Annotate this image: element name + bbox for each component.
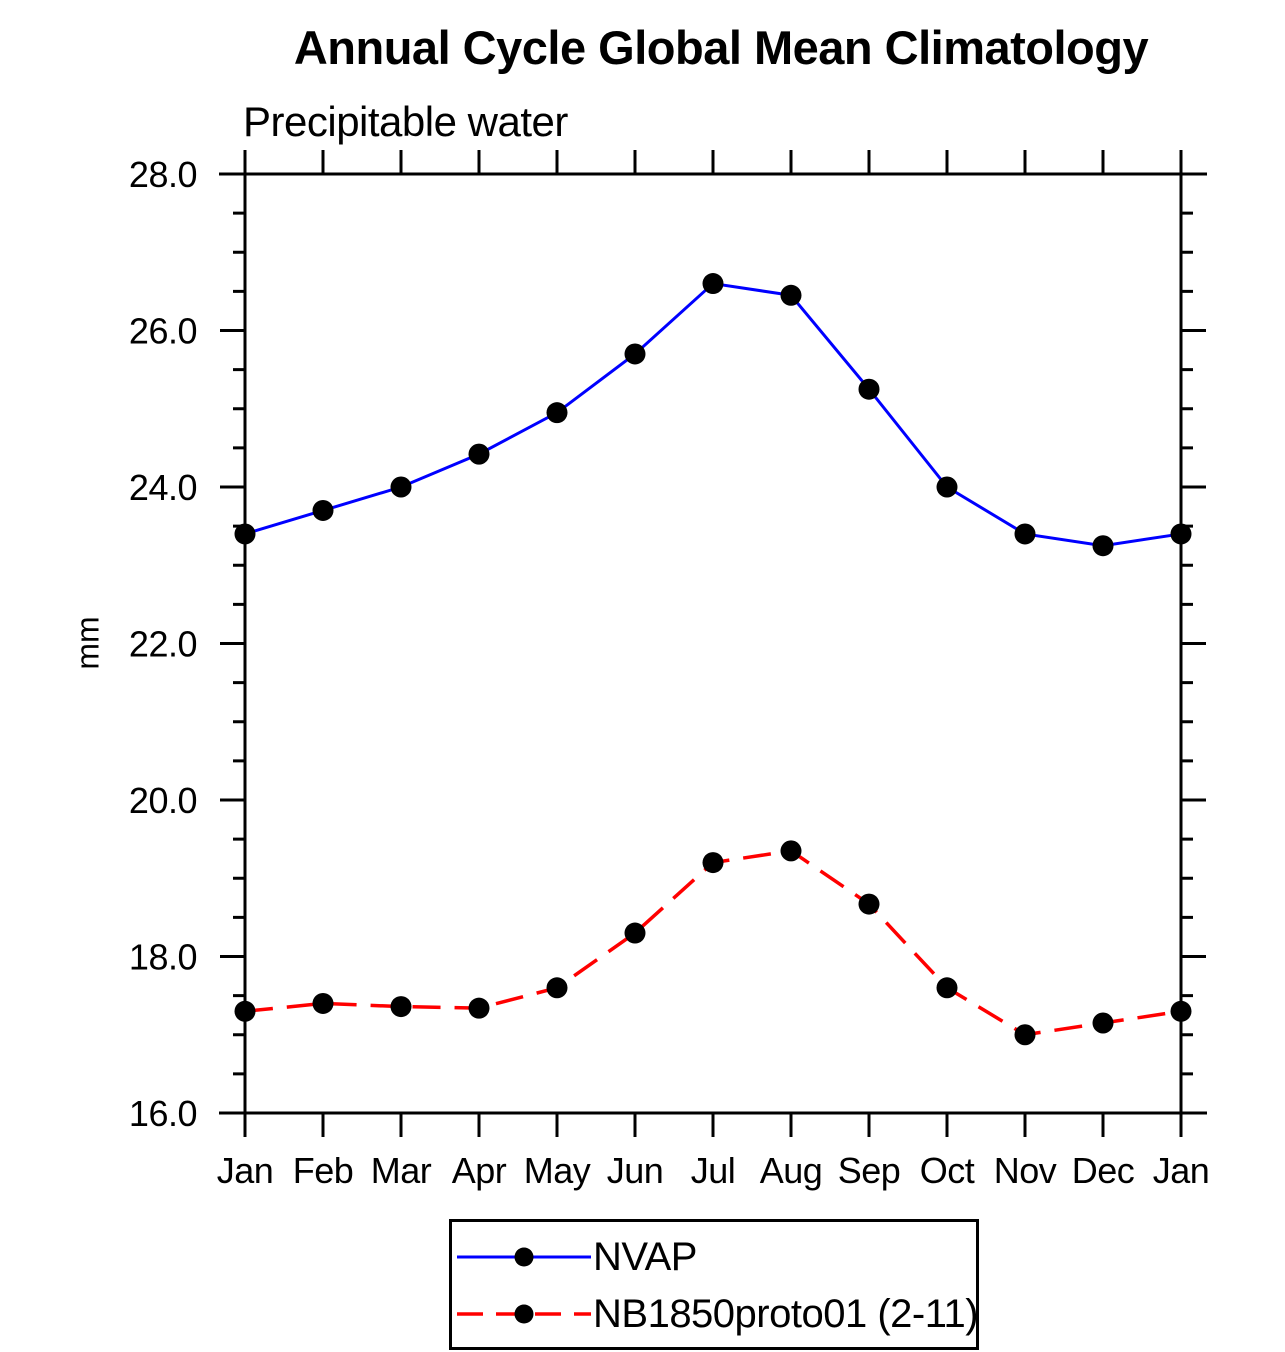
data-point-marker xyxy=(858,893,880,915)
x-tick-label: Jan xyxy=(217,1150,274,1191)
y-tick-label: 26.0 xyxy=(129,311,197,352)
data-point-marker xyxy=(702,852,724,874)
data-point-marker xyxy=(390,996,412,1018)
data-point-marker xyxy=(1014,523,1036,545)
x-tick-label: Apr xyxy=(452,1150,507,1191)
data-point-marker xyxy=(780,840,802,862)
data-point-marker xyxy=(936,476,958,498)
legend-line-sample-nvap xyxy=(457,1247,591,1266)
y-axis-label: mm xyxy=(69,616,106,670)
chart-subtitle: Precipitable water xyxy=(243,98,568,145)
data-point-marker xyxy=(936,977,958,999)
x-tick-label: Jul xyxy=(691,1150,736,1191)
y-tick-label: 24.0 xyxy=(129,467,197,508)
y-tick-label: 28.0 xyxy=(129,154,197,195)
legend: NVAP NB1850proto01 (2-11) xyxy=(449,1219,979,1350)
y-tick-label: 22.0 xyxy=(129,624,197,665)
legend-sample-marker xyxy=(514,1247,534,1266)
data-point-marker xyxy=(546,977,568,999)
x-tick-label: Dec xyxy=(1072,1150,1135,1191)
data-point-marker xyxy=(312,499,334,521)
x-tick-label: Jan xyxy=(1153,1150,1210,1191)
x-tick-label: May xyxy=(524,1150,591,1191)
legend-item-nvap: NVAP xyxy=(455,1228,976,1285)
series-line-0 xyxy=(244,281,1182,548)
legend-sample-marker xyxy=(514,1304,534,1323)
data-point-marker xyxy=(546,402,568,424)
y-tick-label: 18.0 xyxy=(129,937,197,978)
legend-label-nb1850proto01: NB1850proto01 (2-11) xyxy=(593,1291,979,1336)
data-point-marker xyxy=(780,284,802,306)
data-point-marker xyxy=(1092,535,1114,557)
data-point-marker xyxy=(1170,1000,1192,1022)
x-tick-label: Mar xyxy=(371,1150,432,1191)
data-point-marker xyxy=(234,523,256,545)
data-point-marker xyxy=(1014,1024,1036,1046)
data-point-marker xyxy=(234,1000,256,1022)
data-point-marker xyxy=(312,992,334,1014)
data-point-marker xyxy=(1092,1012,1114,1034)
x-tick-label: Nov xyxy=(994,1150,1057,1191)
legend-label-nvap: NVAP xyxy=(593,1234,697,1279)
data-point-marker xyxy=(468,997,490,1019)
x-tick-label: Oct xyxy=(920,1150,975,1191)
data-point-marker xyxy=(858,378,880,400)
series-line-1 xyxy=(244,849,1182,1037)
x-tick-label: Feb xyxy=(293,1150,354,1191)
chart-title: Annual Cycle Global Mean Climatology xyxy=(293,21,1149,74)
legend-line-sample-nb1850proto01 xyxy=(457,1304,591,1323)
y-tick-label: 20.0 xyxy=(129,780,197,821)
x-tick-label: Jun xyxy=(607,1150,664,1191)
data-point-marker xyxy=(702,273,724,295)
data-point-marker xyxy=(1170,523,1192,545)
data-point-marker xyxy=(468,443,490,465)
data-point-marker xyxy=(624,922,646,944)
data-point-marker xyxy=(624,343,646,365)
x-tick-label: Aug xyxy=(760,1150,823,1191)
x-tick-label: Sep xyxy=(838,1150,901,1191)
legend-item-nb1850proto01: NB1850proto01 (2-11) xyxy=(455,1285,979,1342)
y-tick-label: 16.0 xyxy=(129,1093,197,1134)
data-point-marker xyxy=(390,476,412,498)
